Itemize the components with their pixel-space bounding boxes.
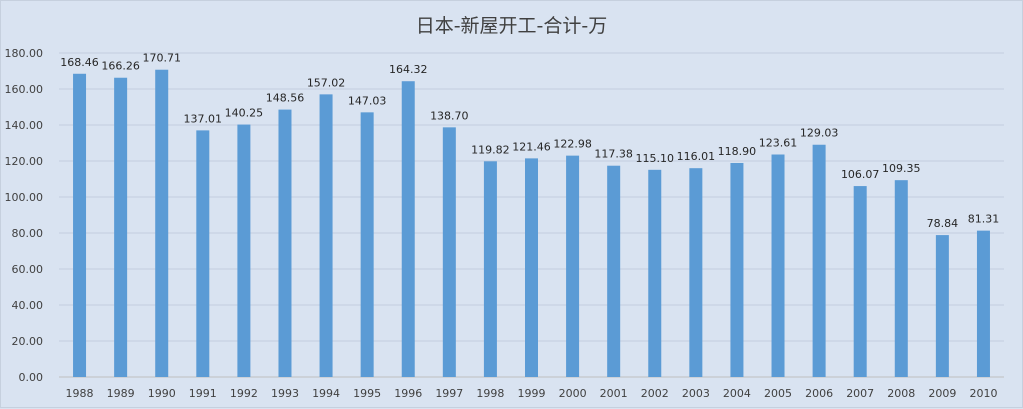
bar — [114, 77, 128, 378]
bars — [73, 69, 990, 378]
y-tick-label: 40.00 — [12, 299, 44, 312]
x-tick-label: 2001 — [600, 387, 628, 400]
x-axis: 1988 1989 1990 1991 1992 1993 1994 1995 1996 1997… — [66, 387, 998, 400]
data-label: 78.84 — [927, 217, 959, 230]
data-label: 116.01 — [677, 150, 716, 163]
x-tick-label: 1993 — [271, 387, 299, 400]
bar — [648, 169, 662, 377]
x-tick-label: 1997 — [435, 387, 463, 400]
y-tick-label: 160.00 — [5, 83, 44, 96]
bar — [730, 162, 744, 377]
data-label: 170.71 — [142, 52, 181, 65]
data-label: 137.01 — [184, 112, 223, 125]
x-tick-label: 2002 — [641, 387, 669, 400]
x-tick-label: 2009 — [928, 387, 956, 400]
bar — [812, 144, 826, 377]
bar — [319, 94, 333, 377]
x-tick-label: 1995 — [353, 387, 381, 400]
x-tick-label: 1994 — [312, 387, 340, 400]
bar — [525, 158, 538, 377]
y-axis: 0.00 20.00 40.00 60.00 80.00 100.00 120.00 140.… — [5, 47, 44, 384]
data-label: 117.38 — [594, 148, 633, 161]
y-tick-label: 20.00 — [12, 335, 44, 348]
x-tick-label: 2003 — [682, 387, 710, 400]
x-tick-label: 1998 — [476, 387, 504, 400]
x-tick-label: 2000 — [559, 387, 587, 400]
bar — [894, 180, 908, 377]
data-label: 147.03 — [348, 94, 387, 107]
y-tick-label: 140.00 — [5, 119, 44, 132]
data-label: 109.35 — [882, 162, 921, 175]
data-label: 121.46 — [512, 140, 551, 153]
data-label: 122.98 — [553, 138, 592, 151]
data-label: 168.46 — [60, 56, 99, 69]
y-tick-label: 60.00 — [12, 263, 44, 276]
data-label: 129.03 — [800, 127, 839, 140]
bar — [401, 81, 415, 377]
bar — [483, 161, 497, 377]
bar — [237, 124, 251, 377]
x-tick-label: 2006 — [805, 387, 833, 400]
x-tick-label: 2004 — [723, 387, 751, 400]
x-tick-label: 1996 — [394, 387, 422, 400]
x-tick-label: 2005 — [764, 387, 792, 400]
x-tick-label: 1989 — [107, 387, 135, 400]
y-tick-label: 0.00 — [19, 371, 44, 384]
x-tick-label: 1990 — [148, 387, 176, 400]
data-label: 148.56 — [266, 92, 305, 105]
bar — [976, 230, 990, 377]
bar — [196, 130, 210, 377]
x-tick-label: 1988 — [66, 387, 94, 400]
y-tick-label: 120.00 — [5, 155, 44, 168]
bar — [155, 69, 169, 378]
data-label: 123.61 — [759, 137, 798, 150]
y-tick-label: 80.00 — [12, 227, 44, 240]
y-tick-label: 180.00 — [5, 47, 44, 60]
data-label: 119.82 — [471, 143, 510, 156]
x-tick-label: 2007 — [846, 387, 874, 400]
data-label: 81.31 — [968, 213, 1000, 226]
x-tick-label: 1992 — [230, 387, 258, 400]
bar — [935, 235, 949, 377]
data-label: 106.07 — [841, 168, 880, 181]
bar — [73, 73, 87, 377]
data-label: 138.70 — [430, 109, 469, 122]
bar — [566, 155, 580, 377]
data-label: 157.02 — [307, 76, 346, 89]
bar — [360, 112, 374, 377]
data-label: 140.25 — [225, 107, 264, 120]
chart-title: 日本-新屋开工-合计-万 — [415, 15, 608, 37]
bar — [771, 154, 785, 377]
bar — [853, 186, 867, 377]
data-label: 164.32 — [389, 63, 428, 76]
bar — [442, 127, 456, 377]
bar — [607, 165, 621, 377]
x-tick-label: 2008 — [887, 387, 915, 400]
x-tick-label: 1991 — [189, 387, 217, 400]
data-label: 118.90 — [718, 145, 757, 158]
bar — [278, 109, 292, 377]
bar — [689, 168, 703, 377]
y-tick-label: 100.00 — [5, 191, 44, 204]
data-label: 115.10 — [636, 152, 675, 165]
data-label: 166.26 — [101, 60, 140, 73]
x-tick-label: 2010 — [969, 387, 997, 400]
x-tick-label: 1999 — [518, 387, 546, 400]
